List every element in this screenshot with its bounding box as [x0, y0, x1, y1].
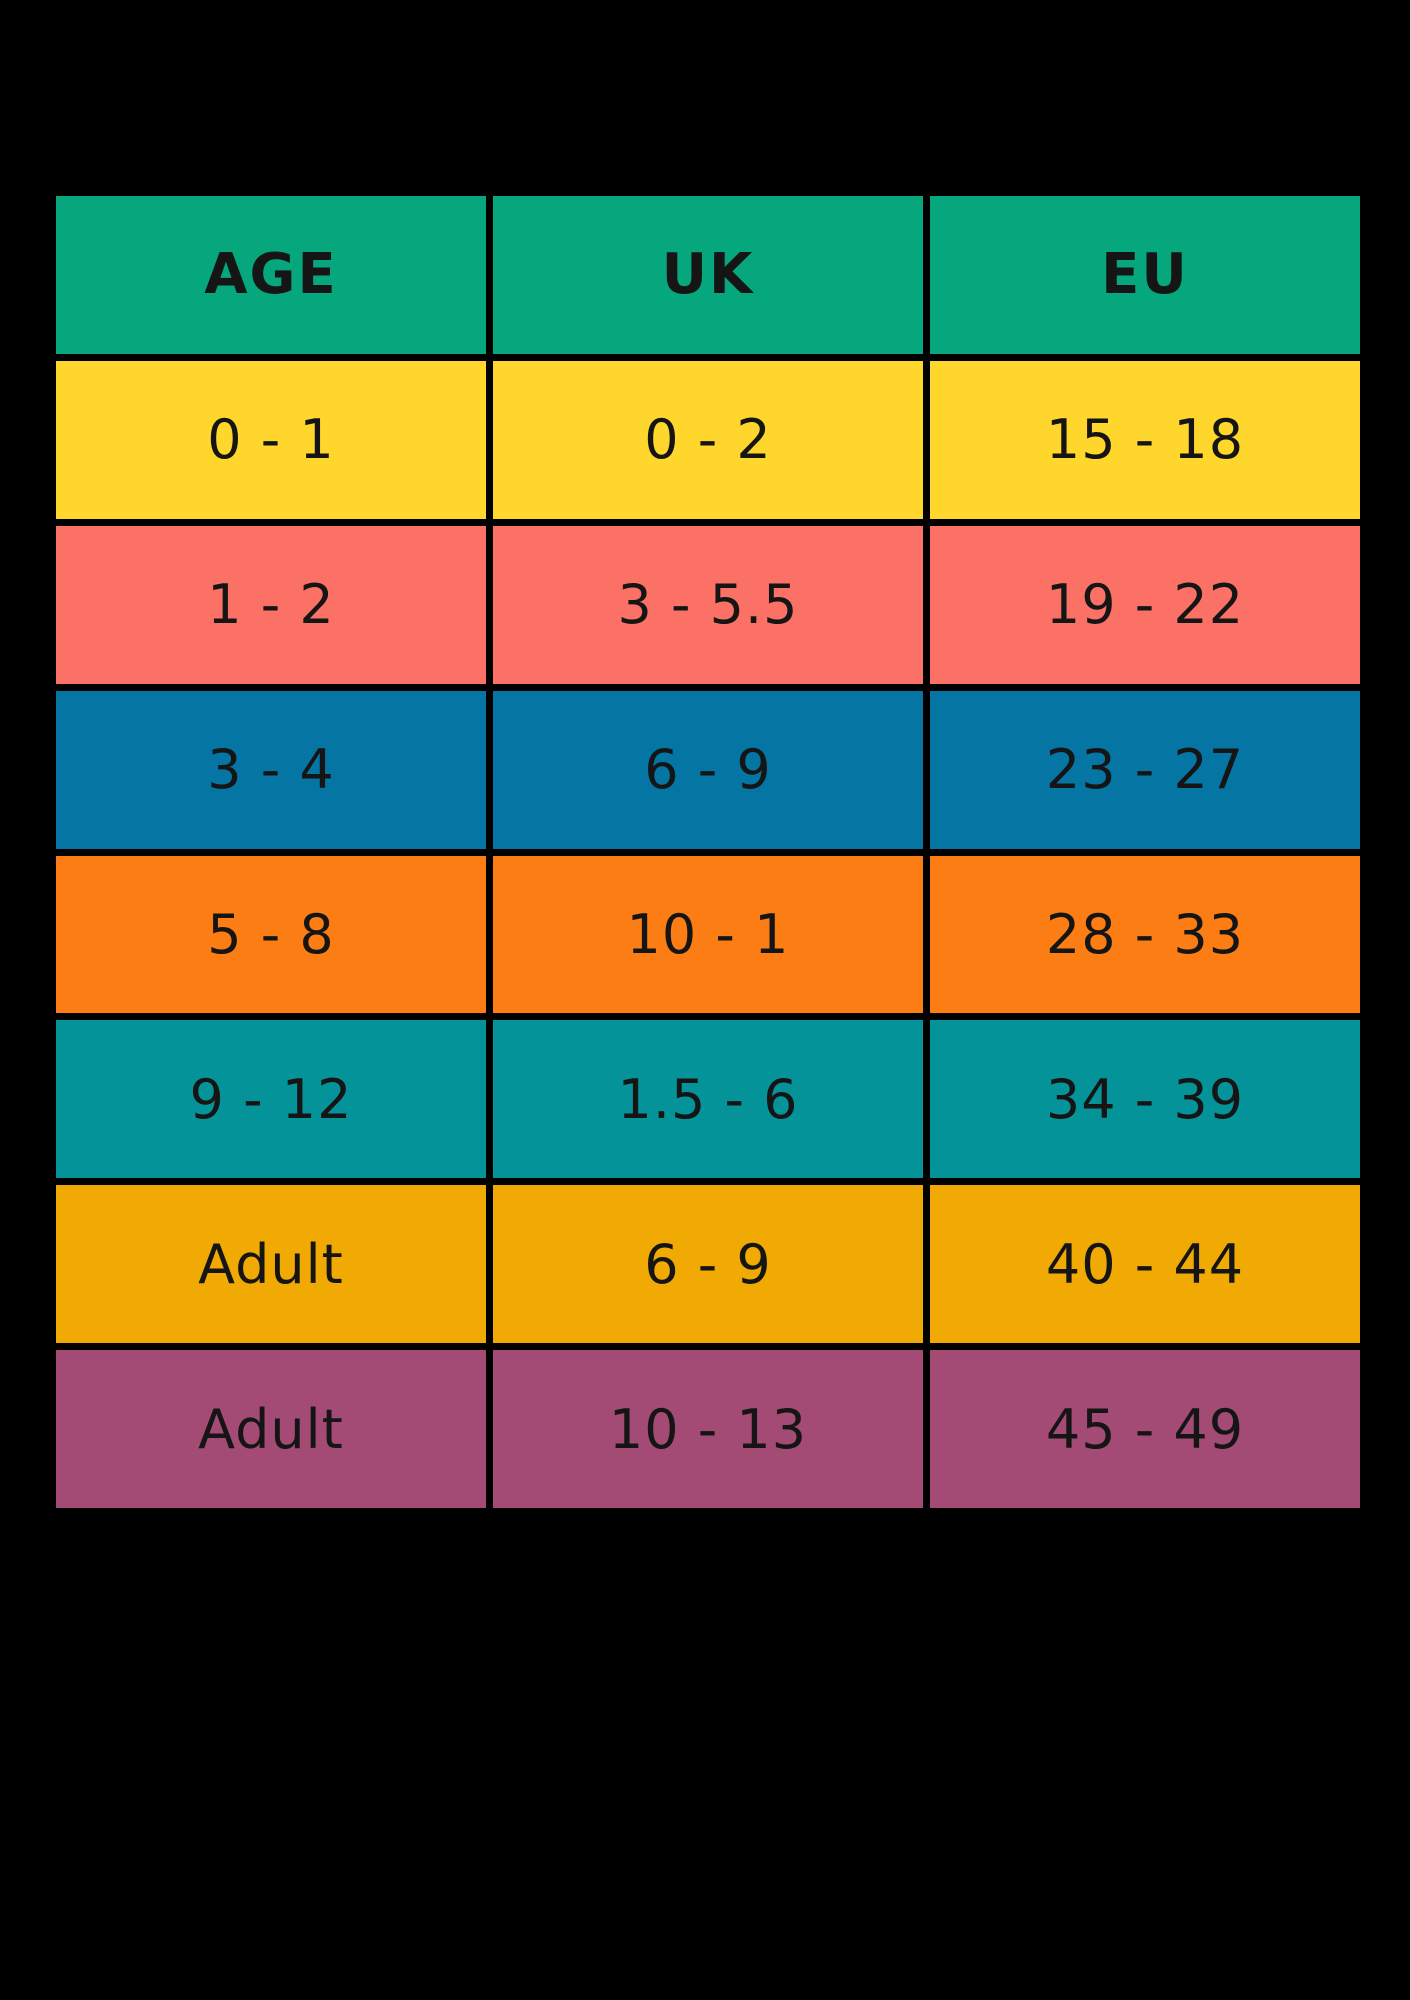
table-row: 9 - 12 1.5 - 6 34 - 39	[56, 1020, 1360, 1179]
uk-cell: 6 - 9	[493, 690, 923, 849]
age-cell: 1 - 2	[56, 525, 486, 684]
eu-cell: 19 - 22	[930, 525, 1360, 684]
eu-cell: 15 - 18	[930, 360, 1360, 519]
eu-cell: 45 - 49	[930, 1350, 1360, 1508]
uk-cell: 10 - 13	[493, 1350, 923, 1508]
table-row: Adult 10 - 13 45 - 49	[56, 1350, 1360, 1508]
age-cell: 0 - 1	[56, 360, 486, 519]
header-age: AGE	[56, 196, 486, 354]
header-row: AGE UK EU	[56, 196, 1360, 354]
table-row: 5 - 8 10 - 1 28 - 33	[56, 855, 1360, 1014]
uk-cell: 6 - 9	[493, 1185, 923, 1344]
table-row: Adult 6 - 9 40 - 44	[56, 1185, 1360, 1344]
uk-cell: 0 - 2	[493, 360, 923, 519]
table-row: 1 - 2 3 - 5.5 19 - 22	[56, 525, 1360, 684]
uk-cell: 3 - 5.5	[493, 525, 923, 684]
header-uk: UK	[493, 196, 923, 354]
table-row: 0 - 1 0 - 2 15 - 18	[56, 360, 1360, 519]
eu-cell: 23 - 27	[930, 690, 1360, 849]
age-cell: 3 - 4	[56, 690, 486, 849]
eu-cell: 28 - 33	[930, 855, 1360, 1014]
eu-cell: 40 - 44	[930, 1185, 1360, 1344]
age-cell: 9 - 12	[56, 1020, 486, 1179]
table-row: 3 - 4 6 - 9 23 - 27	[56, 690, 1360, 849]
age-cell: Adult	[56, 1185, 486, 1344]
age-cell: Adult	[56, 1350, 486, 1508]
uk-cell: 1.5 - 6	[493, 1020, 923, 1179]
header-eu: EU	[930, 196, 1360, 354]
eu-cell: 34 - 39	[930, 1020, 1360, 1179]
size-conversion-table: AGE UK EU 0 - 1 0 - 2 15 - 18 1 - 2 3 - …	[56, 196, 1360, 1508]
age-cell: 5 - 8	[56, 855, 486, 1014]
uk-cell: 10 - 1	[493, 855, 923, 1014]
